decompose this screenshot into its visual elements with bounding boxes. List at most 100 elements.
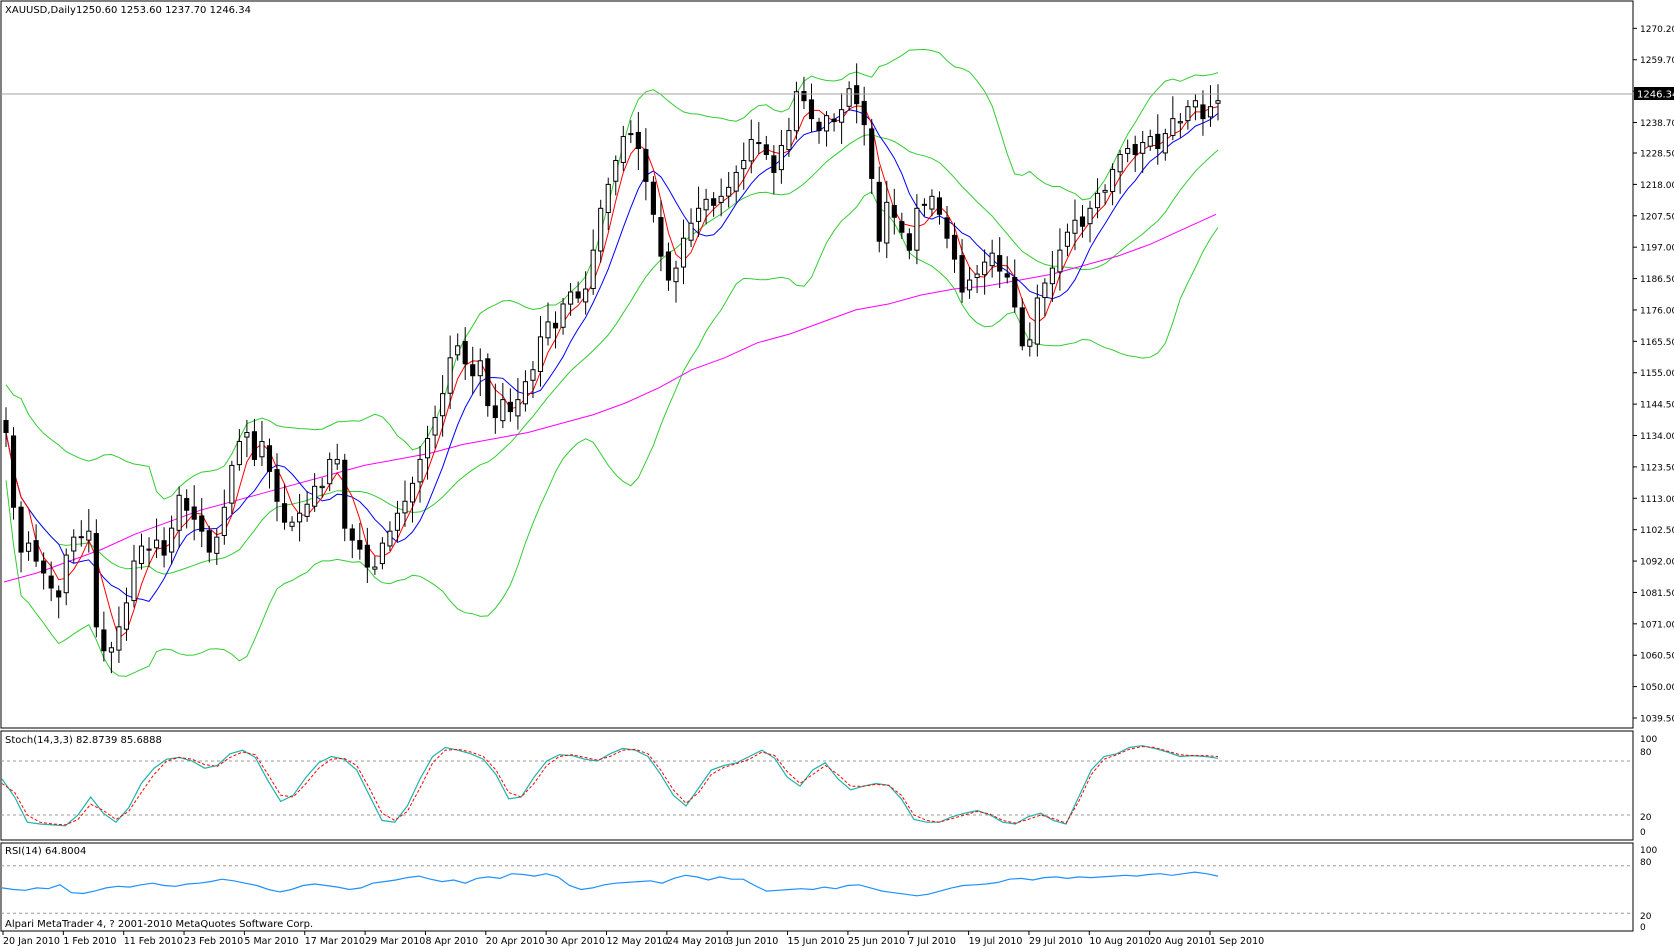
price-tick-label: 1092.00 (1640, 558, 1674, 568)
candle-bear (552, 322, 559, 329)
candle-bull (929, 195, 935, 210)
candle-bull (146, 548, 152, 551)
candle-bull (304, 503, 310, 517)
candle-bull (1117, 154, 1123, 173)
candle-bear (1079, 216, 1086, 227)
price-tick-label: 1081.50 (1640, 589, 1674, 599)
rsi-level-20: 20 (1640, 912, 1652, 922)
candle-bear (274, 469, 280, 502)
candle-bull (545, 321, 551, 339)
stoch-level-100: 100 (1640, 735, 1657, 745)
rsi-level-lines (1, 865, 1633, 914)
candle-bull (696, 207, 702, 222)
price-tick-label: 1071.00 (1640, 620, 1674, 630)
stoch-title: Stoch(14,3,3) 82.8739 85.6888 (5, 735, 162, 746)
candle-bull (327, 458, 333, 485)
candle-bear (470, 364, 476, 377)
stoch-level-0: 0 (1640, 828, 1646, 838)
candle-bull (560, 303, 566, 328)
candle-bear (1012, 276, 1018, 308)
candle-bull (108, 647, 114, 653)
price-tick-label: 1207.50 (1640, 212, 1674, 222)
candle-bull (1207, 106, 1214, 118)
candle-bull (229, 464, 235, 504)
candle-bull (778, 145, 784, 171)
candle-bull (1177, 121, 1183, 124)
time-tick-label: 15 Jun 2010 (788, 936, 845, 947)
candle-bull (334, 458, 340, 465)
time-tick-label: 7 Jul 2010 (908, 936, 956, 947)
price-tick-label: 1218.00 (1640, 181, 1674, 191)
candle-bull (1192, 100, 1198, 108)
candle-bull (756, 142, 762, 145)
candle-bull (688, 222, 694, 241)
candle-bull (312, 485, 318, 507)
candle-bull (379, 542, 385, 565)
candle-bear (10, 435, 17, 508)
candles (3, 63, 1221, 674)
copyright-text: Alpari MetaTrader 4, ? 2001-2010 MetaQuo… (5, 919, 313, 930)
candle-bull (1027, 339, 1033, 347)
candle-bull (244, 432, 250, 438)
candle-bull (680, 237, 687, 268)
candle-bear (936, 197, 943, 215)
price-tick-label: 1228.50 (1640, 150, 1674, 160)
stoch-signal-path (1, 746, 1219, 826)
candle-bull (500, 399, 506, 422)
price-tick-label: 1123.50 (1640, 463, 1674, 473)
candle-bear (854, 85, 860, 105)
candle-bull (568, 291, 574, 305)
rsi-title: RSI(14) 64.8004 (5, 846, 86, 857)
candle-bull (319, 485, 325, 489)
time-tick-label: 8 Apr 2010 (425, 936, 478, 947)
bollinger-lower (5, 191, 1219, 677)
candle-bull (726, 186, 732, 197)
candle-bear (342, 459, 348, 529)
candle-bear (492, 405, 498, 419)
candle-bull (424, 437, 431, 459)
candle-bull (967, 279, 973, 291)
candle-bull (372, 566, 378, 570)
time-tick-label: 20 Aug 2010 (1150, 936, 1211, 947)
price-tick-label: 1165.50 (1640, 338, 1674, 348)
candle-bull (974, 273, 980, 279)
candle-bear (191, 506, 197, 520)
candle-bear (206, 530, 212, 553)
candle-bull (793, 91, 800, 132)
candle-bull (214, 536, 220, 554)
ma-fast-line (5, 105, 1219, 639)
candle-bull (583, 288, 589, 303)
ohlc-readout: 1250.60 1253.60 1237.70 1246.34 (76, 5, 251, 16)
candle-bull (259, 440, 265, 458)
candle-bear (33, 540, 39, 562)
time-tick-label: 24 May 2010 (667, 936, 729, 947)
candle-bull (718, 195, 724, 203)
candle-bear (951, 234, 958, 260)
candle-bull (123, 602, 130, 630)
time-tick-label: 23 Feb 2010 (184, 936, 243, 947)
candle-bull (447, 357, 453, 394)
candle-bull (1072, 219, 1078, 234)
price-tick-label: 1060.50 (1640, 652, 1674, 662)
candle-bull (982, 261, 988, 276)
candle-bear (364, 544, 370, 568)
candle-bear (643, 149, 649, 182)
candle-bear (959, 255, 965, 293)
stoch-panel-frame (0, 730, 1634, 841)
candle-bear (41, 560, 47, 574)
time-tick-label: 1 Sep 2010 (1210, 936, 1264, 947)
candle-bear (801, 91, 807, 102)
time-tick-label: 29 Jul 2010 (1029, 936, 1083, 947)
bollinger-upper (5, 48, 1219, 500)
candle-bear (507, 401, 513, 413)
candle-bull (1185, 106, 1191, 122)
candle-bear (944, 217, 950, 239)
stoch-main-path (1, 745, 1219, 827)
price-tick-label: 1270.20 (1640, 25, 1674, 35)
candle-bull (846, 88, 852, 107)
candle-bull (432, 417, 438, 436)
candle-bear (808, 99, 815, 120)
candle-bull (1147, 136, 1153, 147)
price-tick-label: 1050.00 (1640, 683, 1674, 693)
